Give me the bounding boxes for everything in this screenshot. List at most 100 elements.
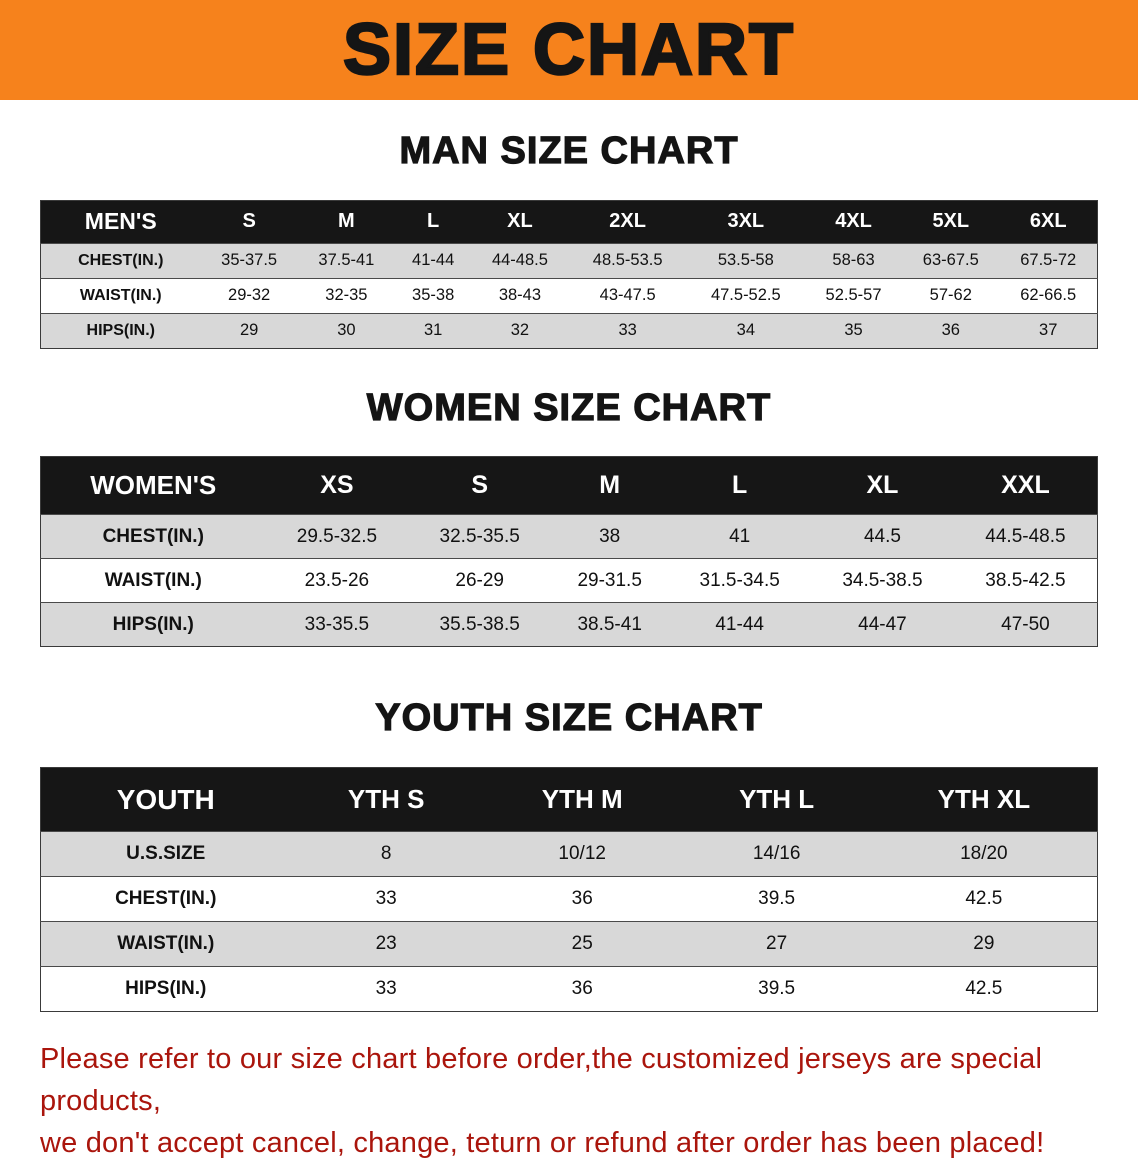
size-value-cell: 27: [766, 933, 788, 955]
size-value-cell: 33: [375, 888, 397, 910]
size-value-cell: 41-44: [412, 251, 455, 270]
size-value-cell: 25: [571, 933, 593, 955]
size-value-cell: 29-32: [228, 286, 271, 305]
disclaimer: Please refer to our size chart before or…: [40, 1038, 1098, 1164]
table-row: HIPS(IN.) 29 30 31 32 33 34 35 36 37: [40, 313, 1098, 349]
disclaimer-line-1: Please refer to our size chart before or…: [40, 1043, 1043, 1118]
size-column-header: M: [338, 210, 355, 233]
size-value-cell: 38.5-41: [577, 613, 642, 635]
size-value-cell: 53.5-58: [717, 251, 774, 270]
size-value-cell: 38: [599, 525, 621, 547]
size-value-cell: 34: [736, 321, 755, 340]
size-column-header: XXL: [1001, 471, 1050, 500]
table-row: WAIST(IN.) 23.5-26 26-29 29-31.5 31.5-34.5 34…: [40, 558, 1098, 603]
size-value-cell: 36: [941, 321, 960, 340]
size-value-cell: 32.5-35.5: [439, 525, 520, 547]
size-value-cell: 43-47.5: [599, 286, 656, 305]
row-label: WAIST(IN.): [104, 569, 202, 591]
youth-size-table: YOUTH YTH S YTH M YTH L YTH XL U.S.SIZE 8 10/12…: [40, 767, 1098, 1013]
size-value-cell: 26-29: [455, 569, 504, 591]
size-column-header: 4XL: [835, 210, 872, 233]
men-size-chart-section: MAN SIZE CHART MEN'S S M L XL 2XL 3XL 4XL 5XL 6XL…: [0, 100, 1138, 349]
table-row: HIPS(IN.) 33 36 39.5 42.5: [40, 966, 1098, 1012]
size-value-cell: 39.5: [758, 978, 796, 1000]
table-category-header: WOMEN'S: [90, 470, 217, 501]
size-value-cell: 35.5-38.5: [439, 613, 520, 635]
size-value-cell: 48.5-53.5: [592, 251, 663, 270]
size-value-cell: 35-37.5: [221, 251, 278, 270]
size-column-header: L: [732, 471, 748, 500]
size-value-cell: 29-31.5: [577, 569, 642, 591]
size-value-cell: 29: [239, 321, 259, 340]
size-value-cell: 58-63: [832, 251, 875, 270]
table-row: CHEST(IN.) 33 36 39.5 42.5: [40, 876, 1098, 922]
size-value-cell: 31.5-34.5: [699, 569, 780, 591]
row-label: HIPS(IN.): [112, 613, 194, 635]
size-column-header: XL: [866, 471, 899, 500]
size-value-cell: 31: [423, 321, 443, 340]
size-value-cell: 35: [844, 321, 863, 340]
size-value-cell: 29.5-32.5: [296, 525, 378, 547]
row-label: CHEST(IN.): [115, 888, 217, 910]
women-size-chart-section: WOMEN SIZE CHART WOMEN'S XS S M L XL XXL CHEST(…: [0, 349, 1138, 648]
size-column-header: 5XL: [932, 210, 970, 233]
size-value-cell: 67.5-72: [1020, 251, 1077, 270]
size-value-cell: 44-47: [858, 613, 907, 635]
row-label: CHEST(IN.): [78, 251, 164, 269]
men-size-table: MEN'S S M L XL 2XL 3XL 4XL 5XL 6XL CHEST(IN.) 35-37…: [40, 199, 1098, 349]
size-value-cell: 33: [375, 978, 397, 1000]
size-value-cell: 47-50: [1001, 613, 1050, 635]
row-label: WAIST(IN.): [117, 933, 215, 955]
size-column-header: L: [427, 210, 440, 233]
size-column-header: XL: [507, 210, 533, 233]
size-value-cell: 44.5: [863, 525, 901, 547]
size-value-cell: 57-62: [929, 286, 972, 305]
size-value-cell: 38-43: [498, 286, 542, 305]
size-chart-banner: SIZE CHART: [0, 0, 1138, 100]
table-category-header: YOUTH: [116, 783, 215, 815]
size-value-cell: 62-66.5: [1020, 286, 1077, 305]
size-column-header: YTH XL: [937, 784, 1031, 815]
size-value-cell: 37: [1039, 321, 1058, 340]
size-column-header: YTH S: [347, 784, 425, 815]
women-chart-heading: WOMEN SIZE CHART: [366, 386, 772, 429]
size-value-cell: 35-38: [412, 286, 455, 305]
size-column-header: 6XL: [1029, 210, 1067, 233]
size-value-cell: 39.5: [758, 888, 796, 910]
table-category-header: MEN'S: [84, 208, 157, 235]
size-column-header: S: [242, 210, 256, 233]
men-chart-heading: MAN SIZE CHART: [399, 129, 739, 172]
size-column-header: YTH M: [541, 784, 623, 815]
size-column-header: 2XL: [609, 210, 646, 233]
size-value-cell: 18/20: [960, 843, 1008, 865]
size-column-header: XS: [320, 471, 354, 500]
size-value-cell: 33-35.5: [304, 613, 370, 635]
size-value-cell: 42.5: [965, 978, 1003, 1000]
size-column-header: 3XL: [727, 210, 765, 233]
size-value-cell: 23: [375, 933, 397, 955]
size-value-cell: 47.5-52.5: [710, 286, 781, 305]
size-value-cell: 37.5-41: [318, 251, 375, 270]
disclaimer-line-2: we don't accept cancel, change, teturn o…: [40, 1127, 1045, 1160]
row-label: HIPS(IN.): [125, 978, 207, 1000]
size-value-cell: 32: [510, 321, 530, 340]
row-label: HIPS(IN.): [86, 321, 155, 339]
women-size-table: WOMEN'S XS S M L XL XXL CHEST(IN.) 29.5-32.5 32.5…: [40, 456, 1098, 648]
size-column-header: S: [471, 471, 489, 500]
row-label: CHEST(IN.): [102, 525, 204, 547]
size-value-cell: 38.5-42.5: [985, 569, 1066, 591]
table-row: WAIST(IN.) 23 25 27 29: [40, 921, 1098, 967]
size-value-cell: 63-67.5: [922, 251, 979, 270]
size-value-cell: 8: [380, 843, 392, 865]
size-column-header: YTH L: [739, 784, 815, 815]
banner-title: SIZE CHART: [342, 10, 795, 90]
size-value-cell: 44.5-48.5: [985, 525, 1066, 547]
table-row: HIPS(IN.) 33-35.5 35.5-38.5 38.5-41 41-44 44-…: [40, 602, 1098, 647]
size-value-cell: 29: [973, 933, 995, 955]
size-value-cell: 42.5: [965, 888, 1003, 910]
size-value-cell: 41-44: [715, 613, 764, 635]
size-value-cell: 36: [571, 978, 593, 1000]
size-value-cell: 23.5-26: [304, 569, 370, 591]
youth-chart-heading: YOUTH SIZE CHART: [375, 697, 763, 740]
size-value-cell: 52.5-57: [825, 286, 882, 305]
